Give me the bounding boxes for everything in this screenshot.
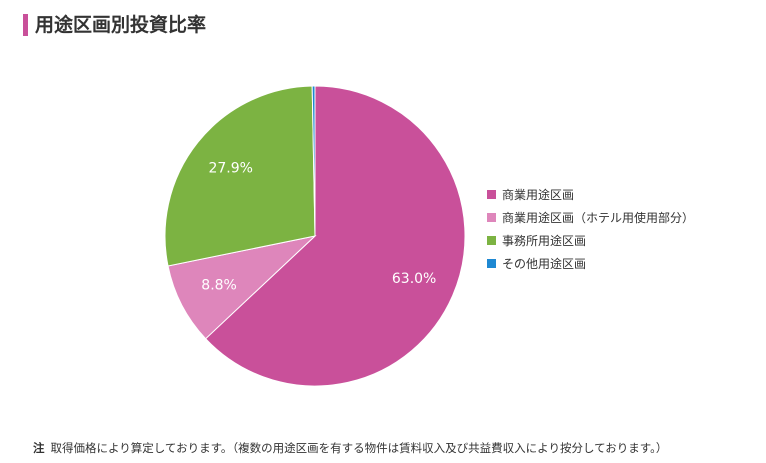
- footnote-label: 注: [33, 441, 45, 455]
- legend-swatch: [487, 259, 496, 268]
- title-accent-bar: [23, 14, 28, 36]
- legend-label: 事務所用途区画: [502, 234, 587, 248]
- footnote-text: 取得価格により算定しております。（複数の用途区画を有する物件は賃料収入及び共益費…: [50, 441, 668, 455]
- legend-item-other[interactable]: その他用途区画: [487, 252, 694, 275]
- pie-slice[interactable]: [167, 235, 317, 340]
- legend-item-commercial[interactable]: 商業用途区画: [487, 183, 694, 206]
- pie-slice[interactable]: [164, 85, 316, 267]
- slice-data-label: 27.9%: [208, 160, 252, 176]
- legend-label: 商業用途区画: [502, 188, 575, 202]
- chart-legend: 商業用途区画 商業用途区画（ホテル用使用部分） 事務所用途区画 その他用途区画: [487, 183, 694, 275]
- pie-slice[interactable]: [311, 85, 316, 237]
- footnote: 注取得価格により算定しております。（複数の用途区画を有する物件は賃料収入及び共益…: [33, 440, 667, 456]
- slice-data-label: 8.8%: [201, 278, 237, 294]
- legend-label: 商業用途区画（ホテル用使用部分）: [502, 211, 695, 225]
- legend-swatch: [487, 190, 496, 199]
- legend-swatch: [487, 213, 496, 222]
- legend-item-hotel[interactable]: 商業用途区画（ホテル用使用部分）: [487, 206, 694, 229]
- legend-swatch: [487, 236, 496, 245]
- legend-label: その他用途区画: [502, 257, 587, 271]
- slice-data-label: 63.0%: [392, 271, 436, 287]
- pie-slice[interactable]: [204, 85, 466, 387]
- legend-item-office[interactable]: 事務所用途区画: [487, 229, 694, 252]
- chart-title: 用途区画別投資比率: [35, 14, 207, 36]
